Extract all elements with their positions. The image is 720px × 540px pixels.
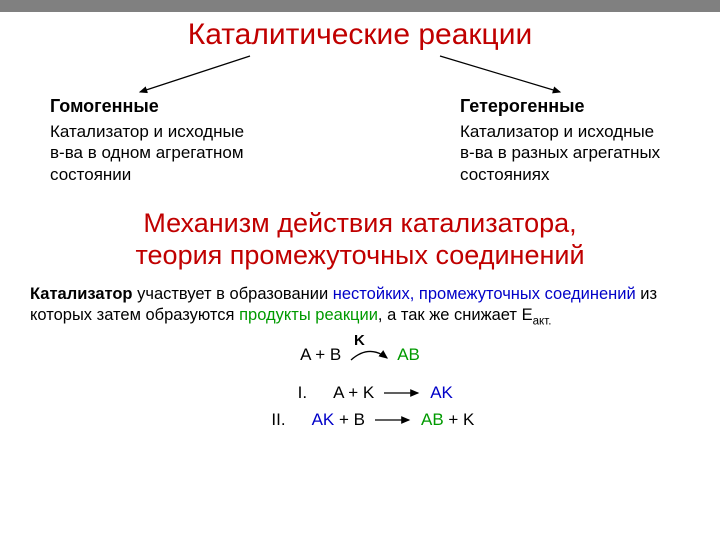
eq2-lhs: A + K <box>333 379 374 406</box>
equations-block: K A + B AB I. A + K AK II. AK + B <box>0 339 720 433</box>
para-green: продукты реакции <box>239 306 378 324</box>
top-bar <box>0 0 720 12</box>
eq1-lhs: A + B <box>300 341 341 368</box>
eq3-rhs-green: AB <box>421 410 444 429</box>
subtitle-line1: Механизм действия катализатора, <box>143 208 576 238</box>
eq3-lhs-rest: + B <box>334 410 365 429</box>
eq3-lhs-blue: AK <box>312 410 335 429</box>
eq3-rhs-rest: + K <box>444 410 475 429</box>
para-t2: участвует в образовании <box>133 285 333 303</box>
branch-arrows <box>0 52 720 96</box>
para-sub: акт. <box>533 315 552 327</box>
eq3-rhs: AB + K <box>421 406 474 433</box>
eq-row-3: II. AK + B AB + K <box>0 406 720 433</box>
eq3-lhs: AK + B <box>312 406 365 433</box>
arrow-left <box>140 56 250 92</box>
eq3-roman: II. <box>246 406 286 433</box>
title-text: Каталитические реакции <box>188 18 532 51</box>
eq2-inline: I. A + K AK <box>267 379 453 406</box>
eq1-rhs: AB <box>397 341 420 368</box>
eq2-arrow-icon <box>382 387 422 399</box>
right-column: Гетерогенные Катализатор и исходные в-ва… <box>460 96 670 185</box>
subtitle-line2: теория промежуточных соединений <box>135 240 584 270</box>
slide-title: Каталитические реакции <box>0 18 720 52</box>
eq3-inline: II. AK + B AB + K <box>246 406 475 433</box>
eq2-roman: I. <box>267 379 307 406</box>
two-columns: Гомогенные Катализатор и исходные в-ва в… <box>0 96 720 185</box>
arrows-svg <box>0 52 720 102</box>
left-desc: Катализатор и исходные в-ва в одном агре… <box>50 121 260 185</box>
para-blue: нестойких, промежуточных соединений <box>333 285 636 303</box>
right-desc: Катализатор и исходные в-ва в разных агр… <box>460 121 670 185</box>
subtitle: Механизм действия катализатора, теория п… <box>0 207 720 272</box>
eq2-rhs: AK <box>430 379 453 406</box>
eq3-arrow-icon <box>373 414 413 426</box>
k-label: K <box>354 329 365 353</box>
para-bold: Катализатор <box>30 285 133 303</box>
left-column: Гомогенные Катализатор и исходные в-ва в… <box>50 96 260 185</box>
para-t6: , а так же снижает E <box>378 306 533 324</box>
eq-row-2: I. A + K AK <box>0 379 720 406</box>
paragraph: Катализатор участвует в образовании нест… <box>0 284 720 330</box>
eq-row-1: K A + B AB <box>0 339 720 369</box>
arrow-right <box>440 56 560 92</box>
